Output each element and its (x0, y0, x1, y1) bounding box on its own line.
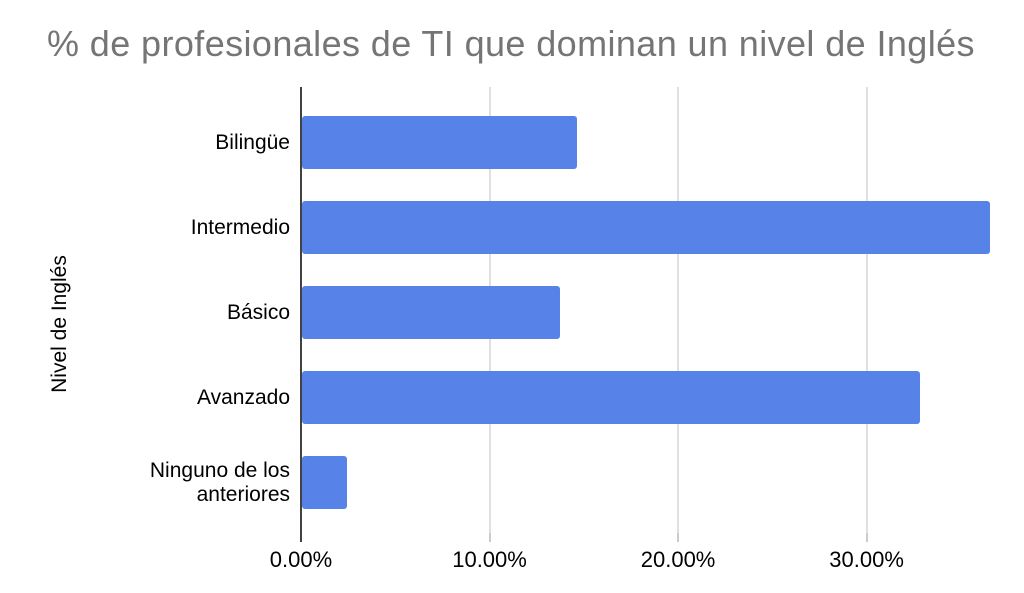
x-tick-mark (677, 533, 680, 542)
gridline (677, 87, 680, 533)
axis-baseline (300, 87, 302, 533)
bar (302, 116, 578, 169)
bar (302, 371, 921, 424)
x-tick-mark (865, 533, 868, 542)
x-tick-label: 10.00% (452, 547, 527, 572)
chart-title: % de profesionales de TI que dominan un … (47, 23, 975, 64)
y-axis-title: Nivel de Inglés (48, 255, 71, 393)
bar (302, 201, 991, 254)
category-label: Intermedio (190, 215, 290, 239)
category-label: Avanzado (196, 385, 290, 409)
bar (302, 286, 561, 339)
bar (302, 456, 348, 509)
gridline (865, 87, 868, 533)
x-tick-mark (488, 533, 491, 542)
x-tick-label: 20.00% (640, 547, 716, 572)
x-tick-label: 30.00% (829, 547, 904, 572)
category-label: Bilingüe (215, 130, 290, 154)
category-label: Básico (226, 300, 290, 324)
x-tick-mark (300, 533, 302, 542)
plot-area: 0.00% 10.00% 20.00% 30.00% (270, 87, 1008, 572)
x-tick-label: 0.00% (269, 547, 333, 572)
category-label: Ninguno de los anteriores (149, 458, 290, 506)
